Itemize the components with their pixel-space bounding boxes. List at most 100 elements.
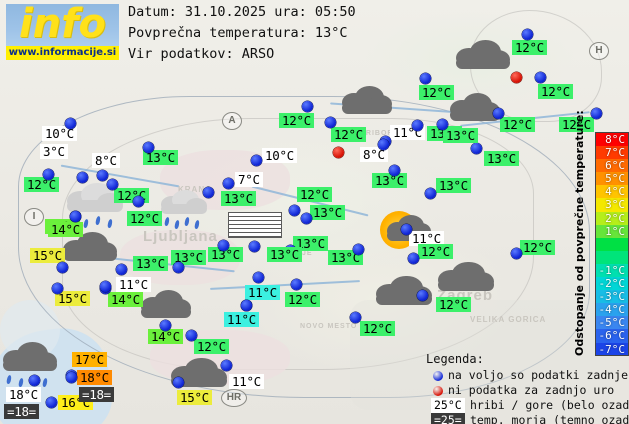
place-label: MARIBOR [353, 130, 394, 137]
station-dot-available[interactable] [52, 283, 63, 294]
color-scale-step: -7°C [596, 342, 628, 355]
station-dot-available[interactable] [97, 170, 108, 181]
cloud-shape [455, 40, 511, 74]
station-dot-available[interactable] [100, 281, 111, 292]
temperature-label: 12°C [285, 292, 320, 307]
station-dot-available[interactable] [57, 262, 68, 273]
station-dot-available[interactable] [437, 119, 448, 130]
cloud-shape [66, 183, 124, 217]
station-dot-available[interactable] [218, 240, 229, 251]
station-dot-available[interactable] [420, 73, 431, 84]
station-dot-available[interactable] [389, 165, 400, 176]
station-dot-available[interactable] [46, 397, 57, 408]
station-dot-available[interactable] [65, 118, 76, 129]
temperature-label: 12°C [559, 117, 594, 132]
temperature-label: 13°C [133, 256, 168, 271]
station-dot-available[interactable] [173, 377, 184, 388]
station-dot-available[interactable] [203, 187, 214, 198]
station-dot-available[interactable] [350, 312, 361, 323]
station-dot-available[interactable] [133, 196, 144, 207]
temperature-label: 11°C [229, 374, 264, 389]
station-dot-available[interactable] [221, 360, 232, 371]
place-label: VELIKA GORICA [470, 315, 547, 324]
map-outline-outer [18, 96, 590, 398]
cloud-shape [62, 232, 118, 266]
temperature-label: 10°C [42, 126, 77, 141]
station-dot-available[interactable] [241, 300, 252, 311]
temperature-label: 12°C [512, 40, 547, 55]
logo-wordmark: info [18, 4, 107, 47]
station-dot-available[interactable] [301, 213, 312, 224]
station-dot-available[interactable] [591, 108, 602, 119]
color-scale-step: 4°C [596, 185, 628, 199]
station-dot-available[interactable] [116, 264, 127, 275]
temperature-label: 12°C [331, 127, 366, 142]
station-dot-available[interactable] [535, 72, 546, 83]
temperature-label: 13°C [171, 250, 206, 265]
station-dot-available[interactable] [43, 169, 54, 180]
legend-available-dot-icon [433, 370, 443, 381]
temperature-label: 18°C [77, 370, 112, 385]
station-dot-available[interactable] [325, 117, 336, 128]
station-dot-available[interactable] [522, 29, 533, 40]
station-dot-available[interactable] [417, 290, 428, 301]
header-date-time: Datum: 31.10.2025 ura: 05:50 [128, 4, 356, 20]
color-scale-step: -5°C [596, 316, 628, 330]
station-dot-available[interactable] [289, 205, 300, 216]
station-dot-available[interactable] [251, 155, 262, 166]
legend-nodata-dot-icon [433, 385, 443, 396]
station-dot-available[interactable] [173, 262, 184, 273]
temperature-label: 14°C [148, 329, 183, 344]
temperature-label: 12°C [500, 117, 535, 132]
temperature-label: 11°C [116, 277, 151, 292]
color-scale-step: 6°C [596, 159, 628, 173]
temperature-label: 14°C [48, 222, 83, 237]
legend-row-text: hribi / gore (belo ozadje) [470, 398, 629, 412]
station-dot-available[interactable] [302, 101, 313, 112]
station-dot-nodata[interactable] [333, 147, 344, 158]
color-scale-step: 2°C [596, 211, 628, 225]
temperature-label: 15°C [177, 390, 212, 405]
site-logo[interactable]: info www.informacije.si [6, 4, 119, 60]
place-label: KRANJ [178, 185, 211, 194]
temperature-label: 12°C [419, 85, 454, 100]
station-dot-available[interactable] [66, 372, 77, 383]
station-dot-nodata[interactable] [511, 72, 522, 83]
temperature-label: 13°C [208, 247, 243, 262]
color-scale-step: 8°C [596, 133, 628, 147]
temperature-label: 7°C [235, 172, 263, 187]
station-dot-available[interactable] [401, 224, 412, 235]
cloud-shape [437, 262, 495, 296]
station-dot-available[interactable] [353, 244, 364, 255]
cloud-shape [160, 190, 208, 218]
country-code-marker: H [589, 42, 609, 60]
station-dot-available[interactable] [160, 320, 171, 331]
station-dot-available[interactable] [412, 120, 423, 131]
legend-swatch: 25°C [431, 398, 465, 413]
station-dot-available[interactable] [378, 139, 389, 150]
temperature-label: 10°C [262, 148, 297, 163]
temperature-label: 11°C [409, 231, 444, 246]
station-dot-available[interactable] [291, 279, 302, 290]
color-scale-step: 7°C [596, 146, 628, 160]
station-dot-available[interactable] [70, 211, 81, 222]
station-dot-available[interactable] [143, 142, 154, 153]
station-dot-available[interactable] [107, 179, 118, 190]
station-dot-available[interactable] [29, 375, 40, 386]
station-dot-available[interactable] [77, 172, 88, 183]
color-scale-step: -1°C [596, 263, 628, 278]
cloud-icon [170, 358, 228, 392]
station-dot-available[interactable] [408, 253, 419, 264]
temperature-label: 12°C [360, 321, 395, 336]
station-dot-available[interactable] [253, 272, 264, 283]
station-dot-available[interactable] [511, 248, 522, 259]
station-dot-available[interactable] [186, 330, 197, 341]
station-dot-available[interactable] [249, 241, 260, 252]
temperature-label: 13°C [436, 178, 471, 193]
temperature-label: 12°C [436, 297, 471, 312]
station-dot-available[interactable] [493, 108, 504, 119]
station-dot-available[interactable] [223, 178, 234, 189]
station-dot-available[interactable] [425, 188, 436, 199]
place-label: Ljubljana [143, 228, 218, 245]
station-dot-available[interactable] [471, 143, 482, 154]
